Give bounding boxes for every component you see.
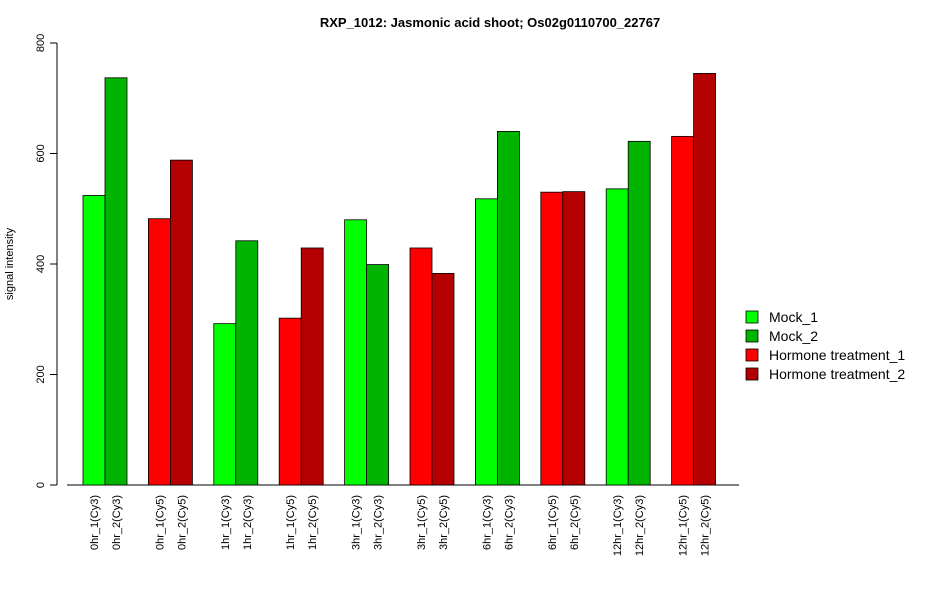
bar — [671, 135, 694, 486]
legend-label: Mock_1 — [769, 309, 818, 325]
legend-swatch — [745, 310, 759, 324]
x-tick-label: 1hr_1(Cy3) — [220, 495, 232, 550]
x-tick-label: 12hr_2(Cy5) — [700, 495, 712, 556]
x-tick-label: 12hr_1(Cy3) — [612, 495, 624, 556]
bar — [540, 191, 564, 486]
legend-swatch — [745, 329, 759, 343]
bar — [278, 317, 302, 486]
y-axis: 0 200 400 600 800 — [35, 34, 58, 488]
x-tick-label: 6hr_1(Cy3) — [481, 495, 493, 550]
bar — [213, 323, 237, 486]
bar — [474, 198, 498, 486]
x-tick-label: 6hr_1(Cy5) — [547, 495, 559, 550]
bars — [82, 72, 716, 486]
y-tick-label: 400 — [35, 255, 47, 273]
x-tick-label: 1hr_2(Cy5) — [307, 495, 319, 550]
bar — [693, 72, 716, 486]
bar — [409, 247, 433, 486]
bar — [344, 219, 368, 486]
x-tick-label: 6hr_2(Cy3) — [503, 495, 515, 550]
bar — [235, 240, 259, 486]
legend-label: Hormone treatment_1 — [769, 347, 905, 363]
bar — [169, 159, 193, 486]
legend-label: Hormone treatment_2 — [769, 366, 905, 382]
x-tick-label: 0hr_2(Cy5) — [176, 495, 188, 550]
x-tick-label: 0hr_1(Cy5) — [154, 495, 166, 550]
x-tick-label: 12hr_1(Cy5) — [678, 495, 690, 556]
x-tick-label: 3hr_2(Cy3) — [373, 495, 385, 550]
bar — [300, 247, 324, 486]
legend: Mock_1 Mock_2 Hormone treatment_1 Hormone t… — [745, 309, 905, 382]
y-tick-label: 200 — [35, 365, 47, 383]
bar — [366, 264, 390, 486]
bar — [627, 140, 651, 486]
x-tick-label: 3hr_1(Cy3) — [351, 495, 363, 550]
bar — [431, 272, 455, 486]
bar — [605, 188, 629, 486]
x-tick-label: 0hr_1(Cy3) — [89, 495, 101, 550]
y-tick-label: 600 — [35, 144, 47, 162]
bar — [104, 77, 128, 486]
y-tick-label: 0 — [35, 482, 47, 488]
legend-label: Mock_2 — [769, 328, 818, 344]
x-tick-label: 1hr_2(Cy3) — [242, 495, 254, 550]
bar — [496, 130, 520, 486]
x-tick-label: 1hr_1(Cy5) — [285, 495, 297, 550]
y-tick-label: 800 — [35, 34, 47, 52]
legend-swatch — [745, 348, 759, 362]
bar — [82, 195, 106, 486]
bar — [562, 191, 586, 486]
x-tick-label: 3hr_2(Cy5) — [438, 495, 450, 550]
x-tick-label: 6hr_2(Cy5) — [569, 495, 581, 550]
x-axis: 0hr_1(Cy3) 0hr_2(Cy3) 0hr_1(Cy5) 0hr_2(Cy5)… — [67, 484, 739, 556]
legend-swatch — [745, 367, 759, 381]
bar — [147, 218, 171, 486]
x-tick-label: 12hr_2(Cy3) — [634, 495, 646, 556]
chart-title: RXP_1012: Jasmonic acid shoot; Os02g0110… — [320, 15, 660, 30]
x-tick-label: 3hr_1(Cy5) — [416, 495, 428, 550]
x-tick-label: 0hr_2(Cy3) — [111, 495, 123, 550]
y-axis-label: signal intensity — [4, 227, 16, 300]
